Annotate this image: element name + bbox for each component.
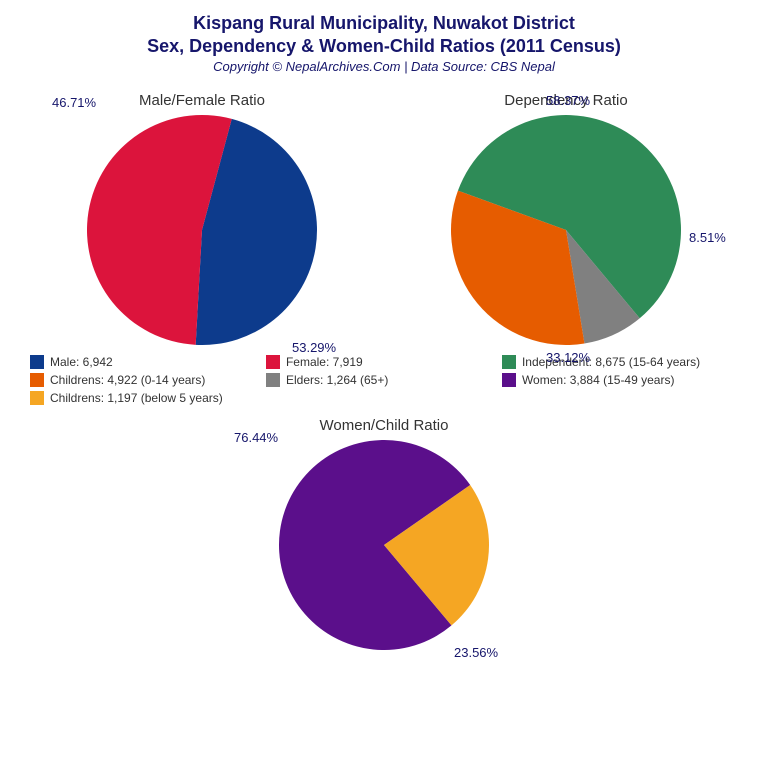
- title-block: Kispang Rural Municipality, Nuwakot Dist…: [0, 0, 768, 74]
- pie-svg-1: [451, 115, 681, 345]
- slice-label-elders: 8.51%: [689, 230, 726, 245]
- pie-women-child: 76.44% 23.56%: [279, 440, 489, 650]
- subtitle: Copyright © NepalArchives.Com | Data Sou…: [0, 59, 768, 74]
- legend-label: Elders: 1,264 (65+): [286, 373, 388, 387]
- legend-swatch: [30, 355, 44, 369]
- legend-label: Women: 3,884 (15-49 years): [522, 373, 675, 387]
- title-line-2: Sex, Dependency & Women-Child Ratios (20…: [0, 35, 768, 58]
- legend-swatch: [266, 373, 280, 387]
- top-charts-row: Male/Female Ratio 46.71% 53.29% Dependen…: [0, 92, 768, 345]
- pie-svg-2: [279, 440, 489, 650]
- pie-male-female: 46.71% 53.29%: [87, 115, 317, 345]
- legend-swatch: [30, 373, 44, 387]
- slice-label-female: 53.29%: [292, 340, 336, 355]
- legend-swatch: [30, 391, 44, 405]
- legend-label: Childrens: 1,197 (below 5 years): [50, 391, 223, 405]
- chart-women-child: Women/Child Ratio 76.44% 23.56%: [0, 417, 768, 650]
- slice-label-women: 76.44%: [234, 430, 278, 445]
- legend-item: Childrens: 4,922 (0-14 years): [30, 373, 266, 387]
- legend: Male: 6,942 Female: 7,919 Independent: 8,6…: [0, 345, 768, 405]
- pie-dependency: 58.37% 8.51% 33.12%: [451, 115, 681, 345]
- legend-swatch: [266, 355, 280, 369]
- slice-label-children-u5: 23.56%: [454, 645, 498, 660]
- legend-swatch: [502, 373, 516, 387]
- legend-swatch: [502, 355, 516, 369]
- slice-label-male: 46.71%: [52, 95, 96, 110]
- chart-dependency: Dependency Ratio 58.37% 8.51% 33.12%: [396, 92, 736, 345]
- pie-svg-0: [87, 115, 317, 345]
- chart-title: Women/Child Ratio: [320, 417, 449, 434]
- legend-item: Female: 7,919: [266, 355, 502, 369]
- legend-label: Male: 6,942: [50, 355, 113, 369]
- legend-item: Elders: 1,264 (65+): [266, 373, 502, 387]
- slice-label-independent: 58.37%: [546, 93, 590, 108]
- legend-label: Childrens: 4,922 (0-14 years): [50, 373, 205, 387]
- legend-item: Childrens: 1,197 (below 5 years): [30, 391, 266, 405]
- legend-item: Male: 6,942: [30, 355, 266, 369]
- legend-label: Female: 7,919: [286, 355, 363, 369]
- legend-item: Independent: 8,675 (15-64 years): [502, 355, 738, 369]
- legend-item: Women: 3,884 (15-49 years): [502, 373, 738, 387]
- title-line-1: Kispang Rural Municipality, Nuwakot Dist…: [0, 12, 768, 35]
- slice-label-childrens: 33.12%: [546, 350, 590, 365]
- chart-male-female: Male/Female Ratio 46.71% 53.29%: [32, 92, 372, 345]
